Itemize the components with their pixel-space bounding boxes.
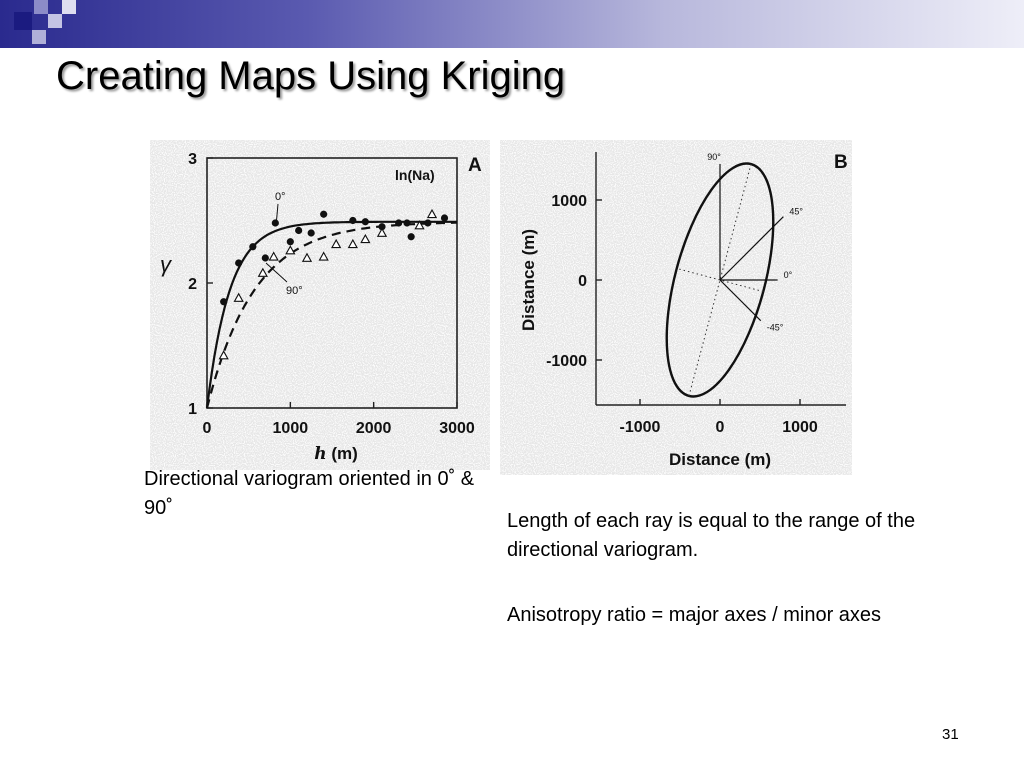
panel-a-ylabel: γ — [160, 252, 173, 277]
point-90deg-5 — [301, 252, 313, 262]
point-90deg-2 — [257, 267, 268, 277]
x-tick-label-2: 2000 — [356, 420, 392, 437]
point-0deg-13 — [403, 219, 411, 227]
b-x-tick-label-1: 0 — [716, 419, 725, 436]
b-x-tick-label-2: 1000 — [782, 419, 818, 436]
y-tick-label-1: 2 — [188, 276, 197, 293]
point-90deg-1 — [233, 292, 244, 302]
panel-a-label: A — [468, 155, 482, 176]
minor-axis-line — [676, 267, 764, 293]
point-90deg-9 — [360, 233, 371, 244]
header-square-4 — [32, 30, 46, 44]
ray-label-0: 90° — [707, 152, 721, 162]
point-0deg-16 — [440, 214, 449, 222]
panel-b-xlabel: Distance (m) — [669, 450, 771, 469]
panel-a-xlabel: h (m) — [314, 444, 358, 464]
ray-label-2: 0° — [784, 270, 793, 280]
point-0deg-5 — [286, 238, 294, 246]
point-0deg-0 — [220, 298, 228, 306]
header-square-1 — [14, 12, 32, 30]
b-y-tick-label-2: -1000 — [546, 353, 587, 370]
panel-b-speckle — [500, 140, 852, 475]
point-90deg-10 — [376, 227, 388, 237]
point-0deg-12 — [395, 219, 403, 227]
caption-variogram: Directional variogram oriented in 0˚ & 9… — [144, 468, 475, 519]
panel-b-ylabel: Distance (m) — [519, 229, 538, 331]
x-tick-label-0: 0 — [203, 420, 212, 437]
point-0deg-15 — [424, 219, 432, 227]
header-square-2 — [34, 0, 48, 14]
y-tick-label-2: 3 — [188, 151, 197, 168]
xlabel-unit: (m) — [327, 444, 358, 463]
header-bar — [0, 0, 1024, 48]
point-0deg-1 — [235, 259, 243, 267]
panel-b-rays — [719, 164, 784, 322]
leader-0-deg — [275, 203, 279, 227]
point-0deg-7 — [307, 229, 315, 237]
point-90deg-7 — [331, 238, 342, 249]
fit-curve-0-deg — [205, 220, 457, 409]
ray-3 — [719, 279, 762, 322]
series-label-90-deg: 90° — [286, 285, 303, 297]
point-90deg-11 — [414, 220, 425, 230]
ray-1 — [719, 216, 784, 281]
point-0deg-8 — [320, 210, 328, 218]
point-90deg-6 — [318, 251, 329, 261]
series-label-0-deg: 0° — [275, 191, 286, 203]
point-90deg-8 — [347, 238, 358, 249]
header-square-3 — [48, 14, 62, 28]
panel-a-title: ln(Na) — [395, 167, 435, 183]
b-y-tick-label-0: 1000 — [551, 193, 587, 210]
point-0deg-2 — [249, 243, 257, 251]
caption-anisotropy: Anisotropy ratio = major axes / minor ax… — [507, 604, 882, 626]
panel-b-tick-labels: -1000 0 1000 1000 0 -1000 — [546, 193, 818, 436]
panel-a-tick-labels: 0 1000 2000 3000 1 2 3 — [188, 151, 475, 437]
panel-a-points — [218, 208, 449, 360]
slide-title: Creating Maps Using Kriging — [56, 54, 566, 98]
x-tick-label-3: 3000 — [439, 420, 475, 437]
page-number: 31 — [942, 726, 959, 743]
panel-b-label: B — [834, 152, 848, 173]
caption-ray-length: Length of each ray is equal to the range… — [507, 510, 916, 561]
point-90deg-4 — [285, 245, 296, 255]
point-0deg-11 — [378, 223, 386, 231]
point-90deg-12 — [426, 208, 438, 219]
header-square-5 — [62, 0, 76, 14]
panel-b: -1000 0 1000 1000 0 -1000 90° 45° 0° -45° B Dist… — [519, 152, 848, 469]
b-y-tick-label-1: 0 — [578, 273, 587, 290]
x-tick-label-1: 1000 — [273, 420, 309, 437]
point-0deg-4 — [271, 219, 279, 227]
point-0deg-9 — [349, 216, 357, 225]
panel-a: 0 1000 2000 3000 1 2 3 0° 90° ln(Na) A γ h (m) — [160, 151, 482, 464]
point-0deg-10 — [361, 218, 369, 226]
point-0deg-6 — [295, 226, 303, 235]
ray-label-1: 45° — [789, 207, 803, 217]
point-0deg-14 — [407, 233, 415, 241]
point-90deg-0 — [218, 350, 229, 360]
point-90deg-3 — [268, 251, 279, 261]
ray-label-3: -45° — [767, 323, 784, 333]
xlabel-h: h — [314, 444, 326, 464]
fit-curve-90-deg — [205, 221, 457, 409]
b-x-tick-label-0: -1000 — [620, 419, 661, 436]
y-tick-label-0: 1 — [188, 401, 197, 418]
point-0deg-3 — [261, 254, 269, 262]
panel-b-ticks — [596, 199, 801, 405]
leader-90-deg — [265, 262, 288, 283]
panel-b-ray-labels: 90° 45° 0° -45° — [707, 152, 803, 333]
